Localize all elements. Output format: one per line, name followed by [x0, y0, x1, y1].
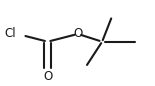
Text: O: O: [43, 70, 52, 83]
Text: Cl: Cl: [4, 27, 16, 40]
Text: O: O: [73, 27, 82, 40]
